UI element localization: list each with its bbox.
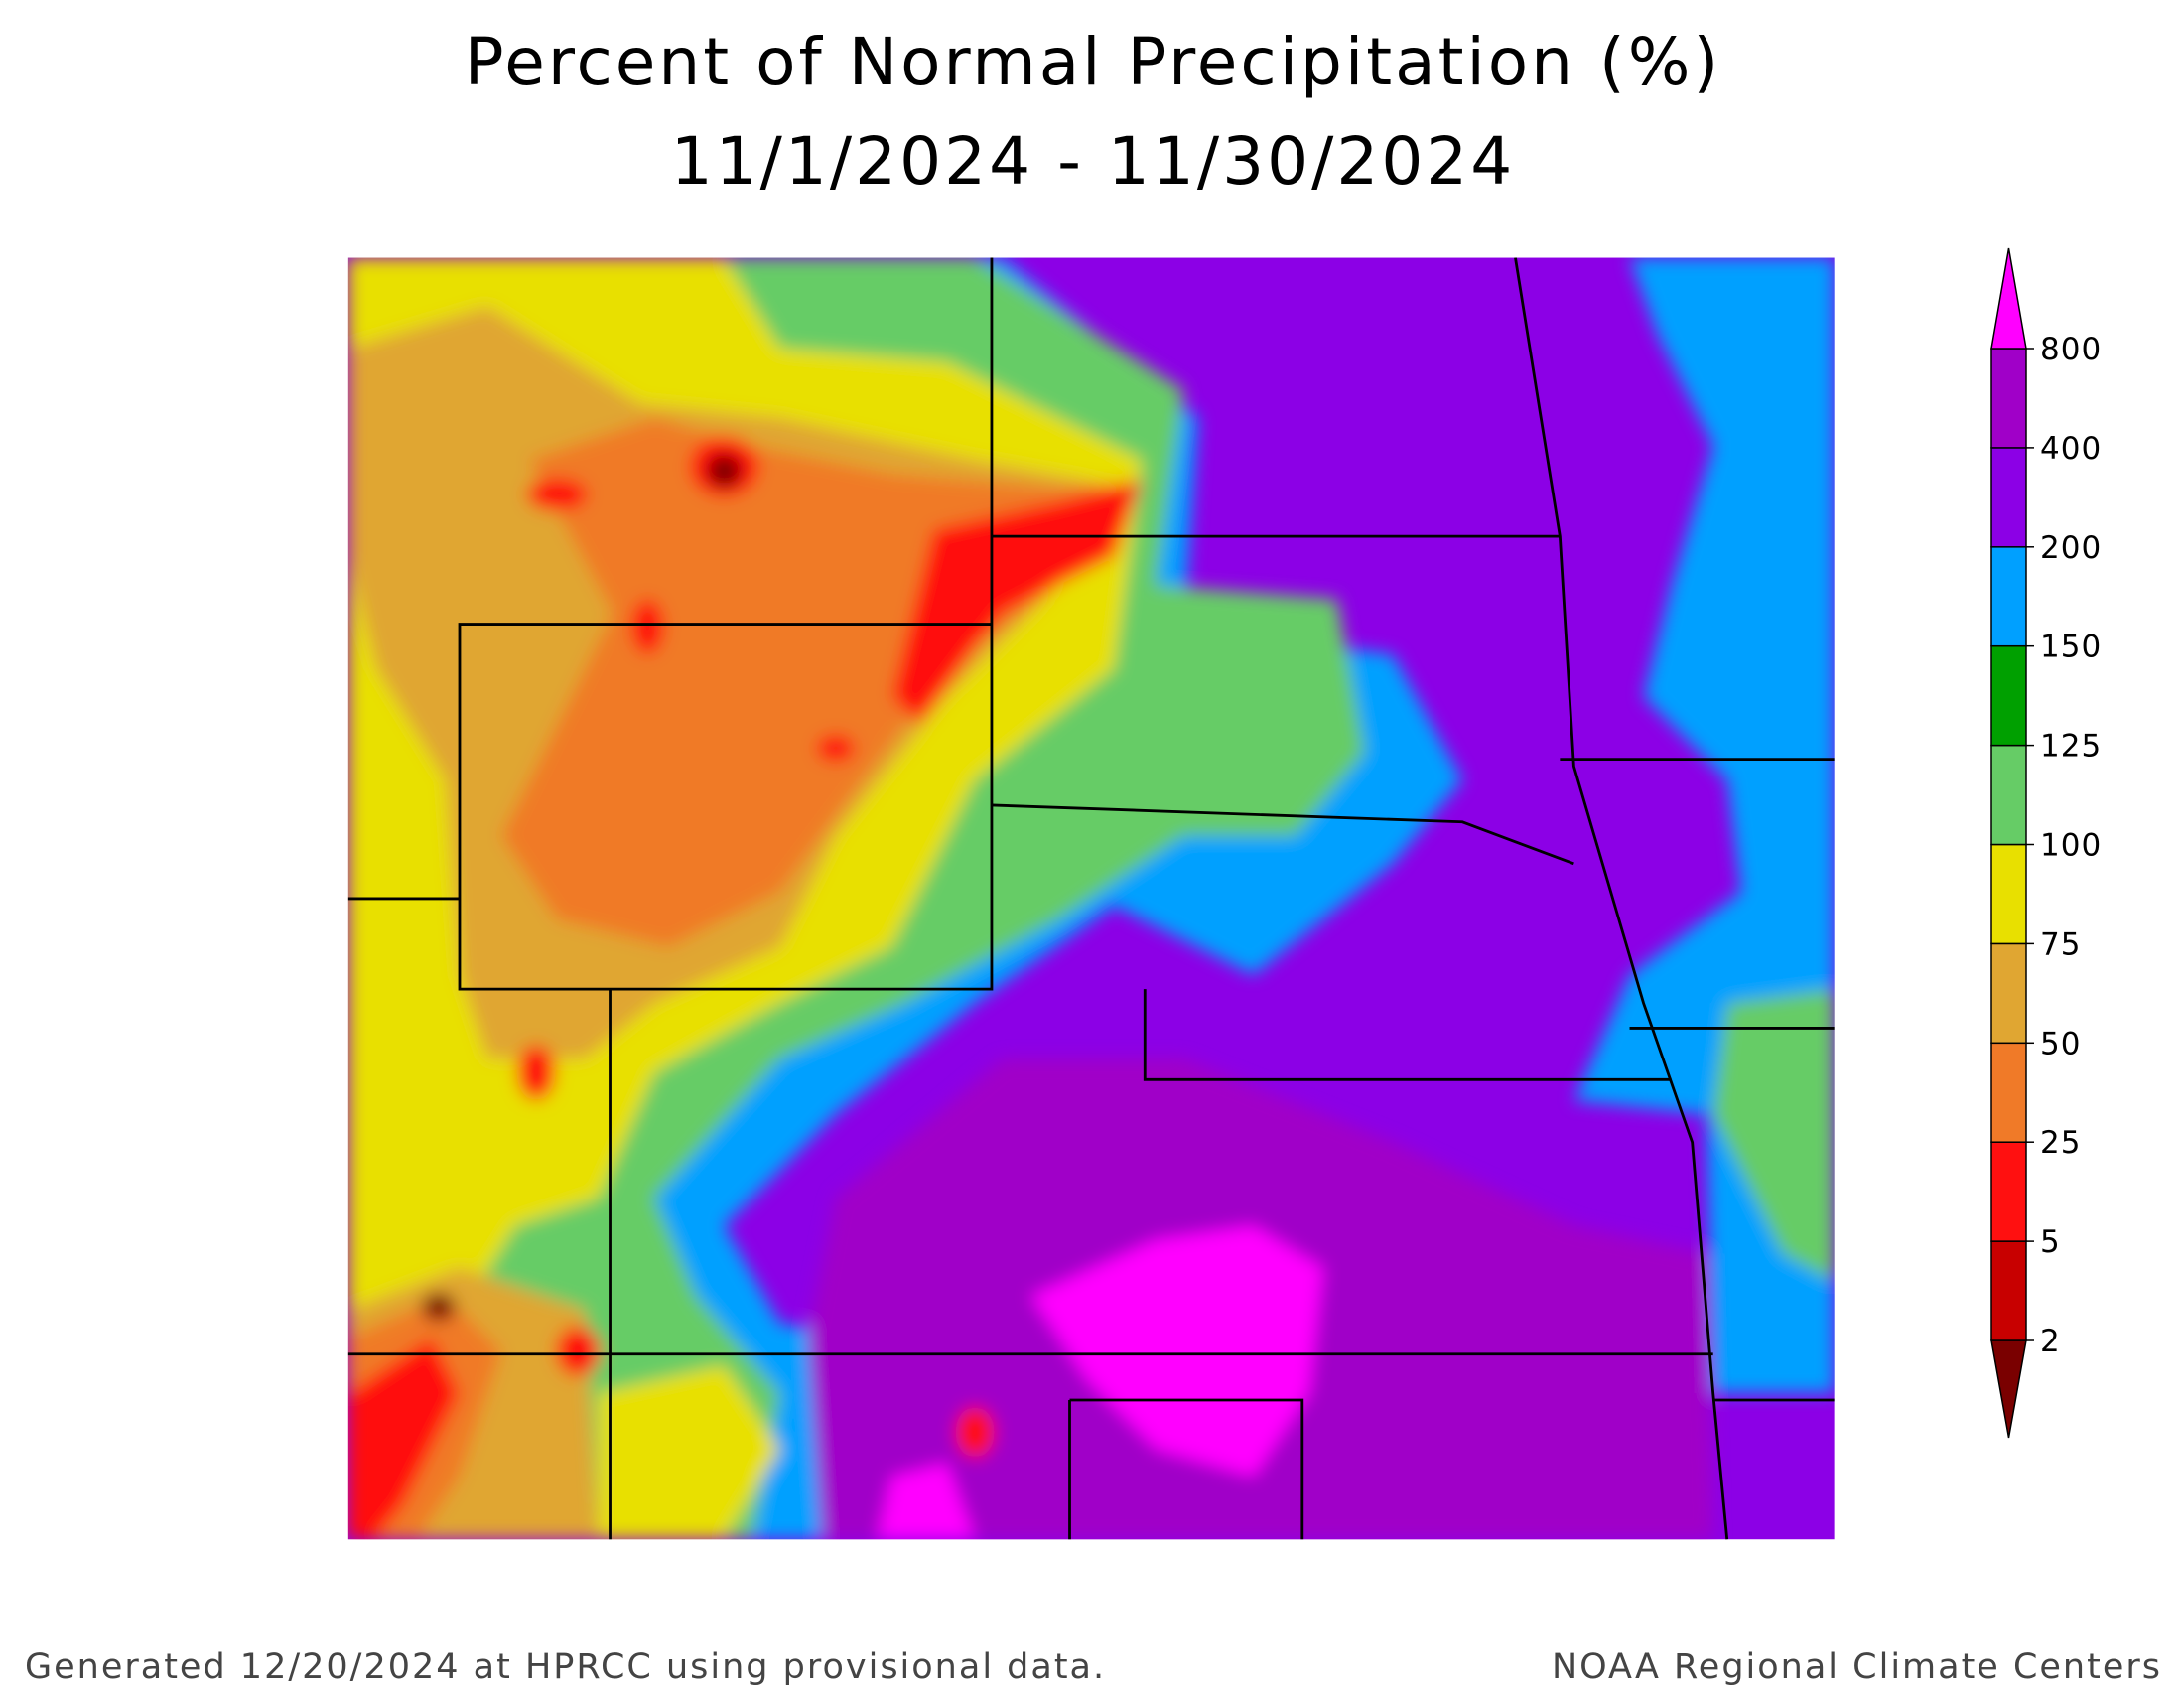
legend-level: 50 [2040,1026,2081,1061]
legend-level: 5 [2040,1224,2061,1260]
legend-level: 2 [2040,1324,2061,1359]
footer-left: Generated 12/20/2024 at HPRCC using prov… [25,1647,1106,1687]
legend-band [1990,1042,2027,1143]
legend-level: 75 [2040,926,2081,962]
legend-band [1990,744,2027,846]
map-subtitle: 11/1/2024 - 11/30/2024 [671,123,1516,200]
legend-level: 400 [2040,431,2102,467]
precip-contours [347,257,1835,1540]
legend-level: 125 [2040,729,2102,765]
legend-level: 100 [2040,828,2102,864]
legend-band [1990,546,2027,647]
legend-band [1990,1240,2027,1341]
state-borders [347,257,1835,1540]
legend-band [1990,348,2027,449]
map-title: Percent of Normal Precipitation (%) [465,24,1721,100]
legend-band [1990,644,2027,747]
legend-level: 200 [2040,530,2102,566]
legend-band [1990,1141,2027,1242]
legend-level: 25 [2040,1125,2081,1161]
legend-band [1990,843,2027,945]
map [347,257,1835,1540]
footer-right: NOAA Regional Climate Centers [1552,1647,2162,1687]
legend-level: 150 [2040,630,2102,665]
legend-level: 800 [2040,332,2102,367]
legend-band [1990,942,2027,1045]
legend-band [1990,447,2027,548]
legend-triangle-high [1990,247,2027,350]
legend-triangle-low [1990,1340,2027,1439]
